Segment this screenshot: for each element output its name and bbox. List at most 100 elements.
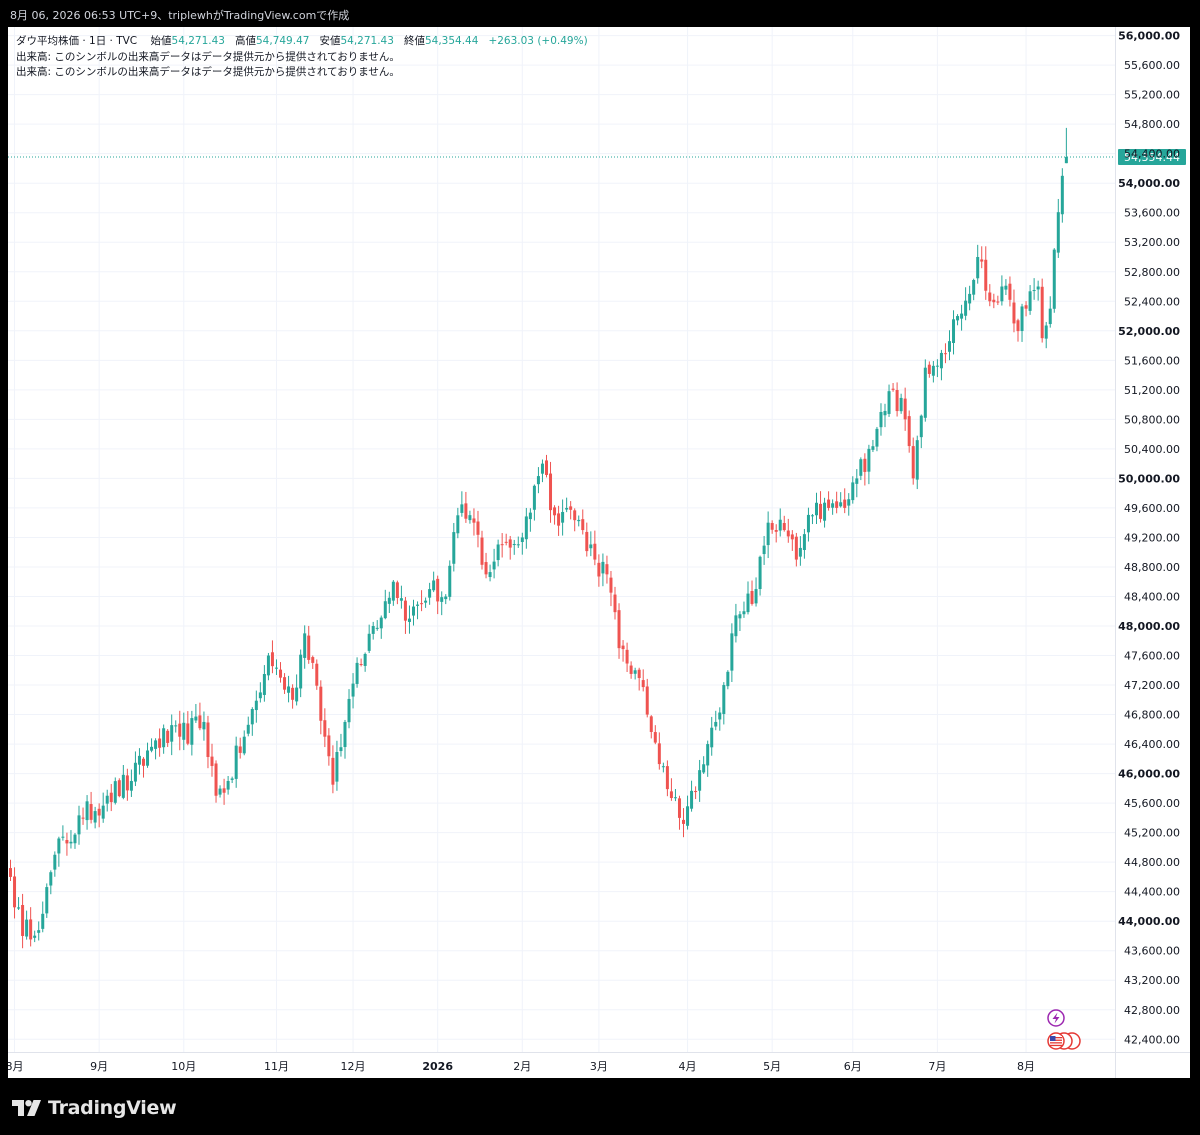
candle-body xyxy=(77,815,81,835)
price-tick-label: 55,200.00 xyxy=(1124,89,1180,102)
candle-body xyxy=(931,365,935,376)
candle-body xyxy=(911,446,915,479)
tradingview-logo[interactable]: TradingView xyxy=(12,1097,177,1119)
price-tick-label: 44,800.00 xyxy=(1124,856,1180,869)
candle-body xyxy=(770,523,774,530)
open-label: 始値 xyxy=(150,35,172,47)
candle-body xyxy=(698,770,702,791)
price-tick-label: 48,400.00 xyxy=(1124,590,1180,603)
candle-body xyxy=(295,687,299,702)
candle-body xyxy=(621,645,625,650)
candle-body xyxy=(597,562,601,577)
candle-body xyxy=(343,721,347,748)
symbol-label[interactable]: ダウ平均株価 · 1日 · TVC xyxy=(16,35,138,47)
candle-body xyxy=(863,458,867,472)
candle-body xyxy=(903,398,907,420)
flash-event-icon[interactable] xyxy=(1047,1009,1065,1027)
price-chart[interactable]: 54,354.44 42,400.00 42,800.00 43,200.00 43,… xyxy=(8,27,1190,1078)
candle-body xyxy=(206,722,210,758)
candle-body xyxy=(162,728,166,748)
candle-body xyxy=(706,744,710,766)
candle-body xyxy=(452,532,456,564)
grid-lines xyxy=(8,27,1115,1052)
candle-body xyxy=(883,410,887,416)
price-tick-label: 46,000.00 xyxy=(1118,768,1180,781)
close-value: 54,354.44 xyxy=(424,35,479,47)
price-tick-label: 56,000.00 xyxy=(1118,30,1180,43)
candle-body xyxy=(855,478,859,484)
candle-body xyxy=(569,506,573,510)
high-label: 高値 xyxy=(235,35,256,47)
candle-body xyxy=(649,716,653,732)
candle-body xyxy=(246,724,250,734)
candle-body xyxy=(609,577,613,593)
candle-body xyxy=(21,905,25,936)
candle-body xyxy=(976,257,980,279)
candle-body xyxy=(226,780,230,790)
candle-body xyxy=(960,313,964,319)
candle-body xyxy=(303,633,307,658)
candle-body xyxy=(17,907,21,909)
candle-body xyxy=(420,603,424,605)
time-tick-label: 12月 xyxy=(341,1060,366,1073)
low-value: 54,271.43 xyxy=(340,35,394,47)
candle-body xyxy=(456,515,460,534)
candle-body xyxy=(210,756,214,766)
candle-body xyxy=(307,635,311,660)
candle-body xyxy=(37,930,41,933)
candle-body xyxy=(141,758,145,766)
candle-body xyxy=(327,735,331,757)
candle-body xyxy=(311,657,315,663)
price-tick-label: 53,600.00 xyxy=(1124,207,1180,220)
candle-body xyxy=(730,633,734,671)
candle-body xyxy=(1064,157,1068,164)
candle-body xyxy=(133,762,137,782)
price-tick-label: 51,600.00 xyxy=(1124,354,1180,367)
candle-body xyxy=(1032,290,1036,292)
candle-body xyxy=(859,459,863,476)
candle-body xyxy=(1000,286,1004,302)
candle-body xyxy=(573,510,577,521)
time-axis[interactable]: 8月 9月 10月 11月 12月 2026 2月 3月 4月 5月 6月 7月 8月 xyxy=(8,1052,1190,1074)
us-flag-event-icon[interactable] xyxy=(1047,1032,1081,1050)
candle-body xyxy=(158,738,162,748)
price-tick-label: 54,000.00 xyxy=(1118,177,1180,190)
candle-body xyxy=(943,353,947,355)
time-tick-label: 4月 xyxy=(679,1060,697,1073)
event-markers[interactable] xyxy=(1047,1009,1081,1050)
candle-body xyxy=(146,750,150,766)
candle-body xyxy=(952,319,956,343)
candle-body xyxy=(391,581,395,601)
candle-body xyxy=(1040,286,1044,339)
candle-body xyxy=(113,781,117,803)
candle-body xyxy=(710,727,714,748)
chart-panel[interactable]: 54,354.44 42,400.00 42,800.00 43,200.00 43,… xyxy=(8,27,1190,1078)
candle-body xyxy=(549,473,553,511)
candle-body xyxy=(1008,283,1012,300)
candle-body xyxy=(520,537,524,543)
candle-body xyxy=(790,534,794,540)
time-tick-label: 8月 xyxy=(1017,1060,1035,1073)
candle-body xyxy=(279,669,283,678)
candle-body xyxy=(1044,325,1048,339)
price-tick-label: 52,000.00 xyxy=(1118,325,1180,338)
price-tick-label: 46,400.00 xyxy=(1124,738,1180,751)
candle-body xyxy=(262,674,266,695)
candle-body xyxy=(85,801,89,821)
candle-body xyxy=(1020,306,1024,332)
candle-body xyxy=(645,686,649,715)
candle-body xyxy=(45,887,49,914)
candle-body xyxy=(738,614,742,619)
candle-body xyxy=(387,597,391,604)
candle-body xyxy=(194,716,198,721)
candle-body xyxy=(625,649,629,664)
chart-legend: ダウ平均株価 · 1日 · TVC 始値54,271.43 高値54,749.4… xyxy=(16,34,588,81)
price-axis[interactable]: 42,400.00 42,800.00 43,200.00 43,600.00 44,0… xyxy=(1115,27,1181,1078)
price-tick-label: 48,000.00 xyxy=(1118,620,1180,633)
candle-body xyxy=(412,606,415,616)
candle-body xyxy=(798,547,802,557)
candle-body xyxy=(234,745,238,779)
candle-body xyxy=(939,352,943,369)
candle-body xyxy=(472,518,476,523)
candle-body xyxy=(839,502,843,507)
